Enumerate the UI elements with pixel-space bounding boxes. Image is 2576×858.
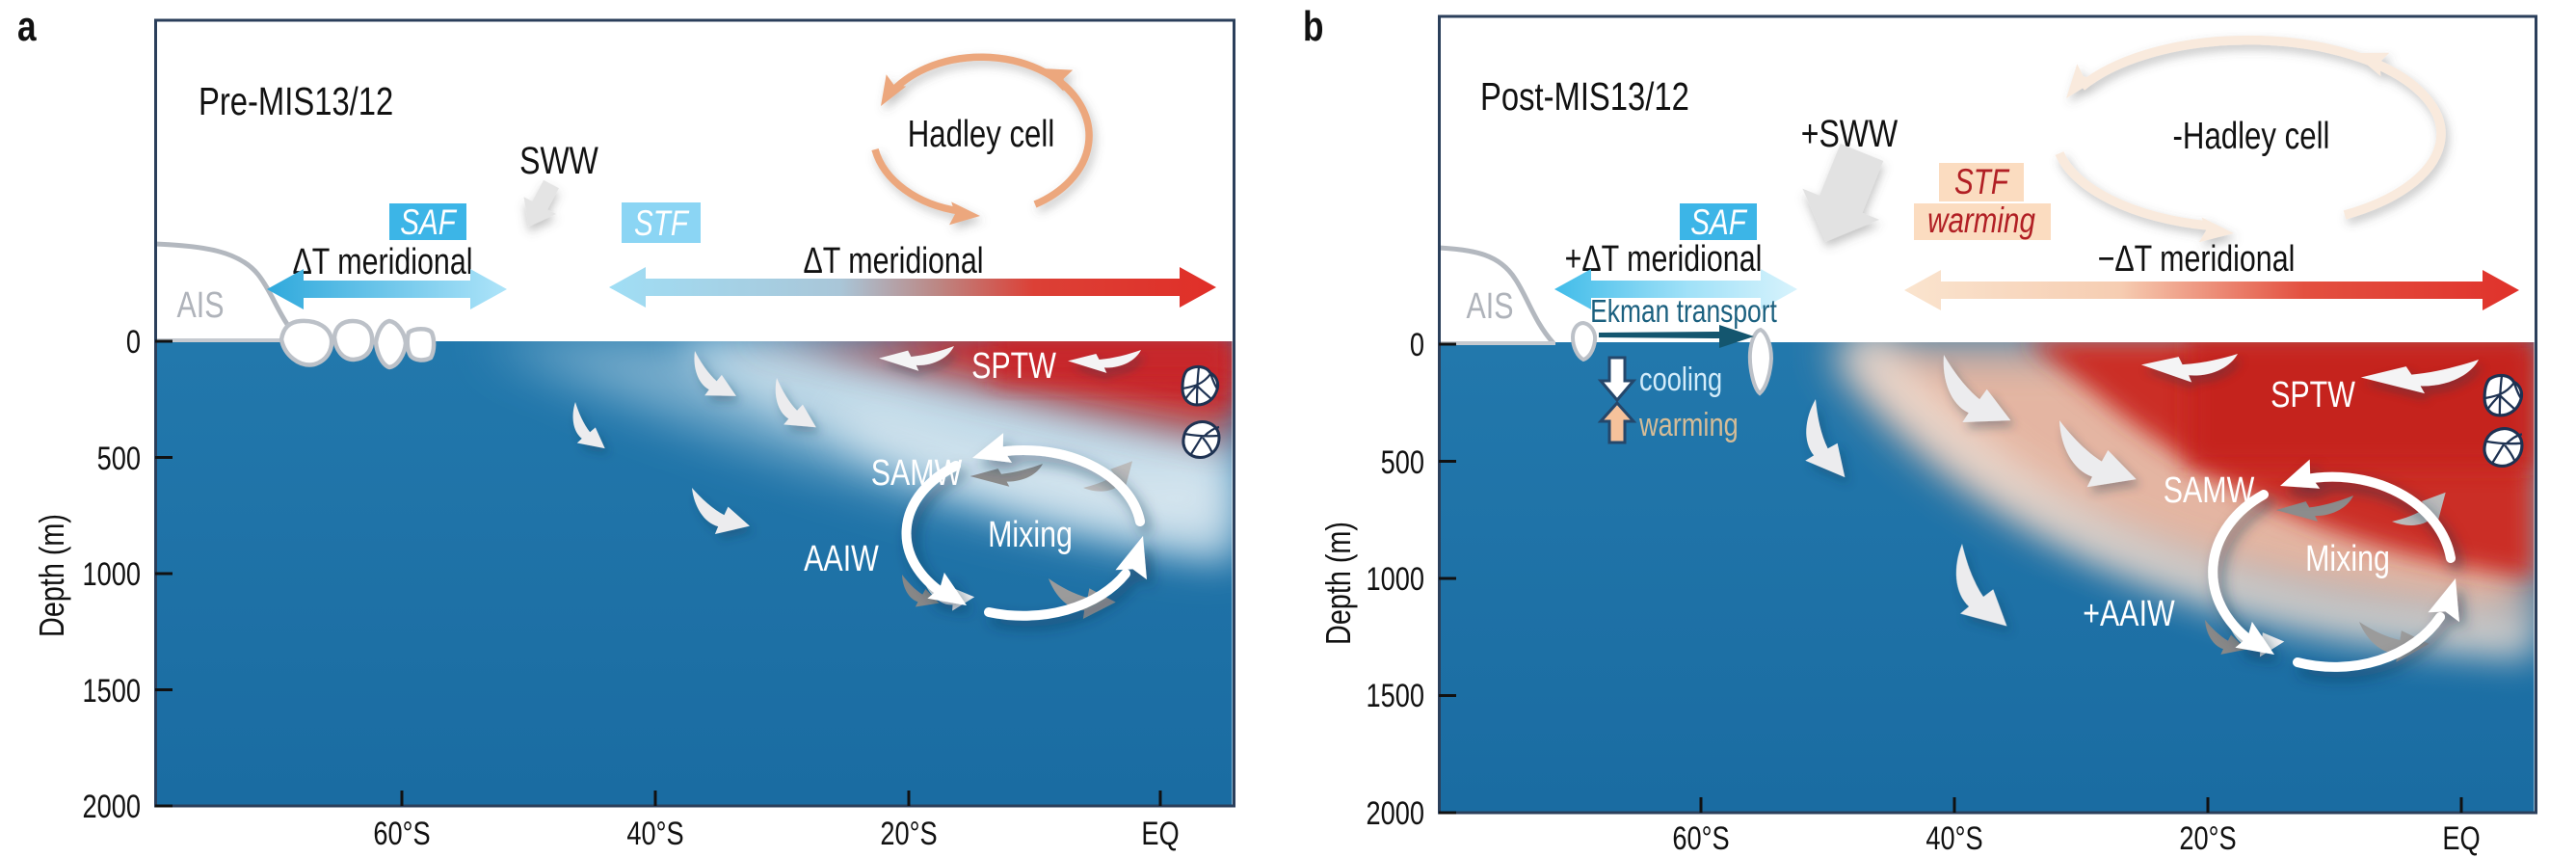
svg-text:Hadley cell: Hadley cell <box>908 114 1055 155</box>
svg-text:20°S: 20°S <box>2179 819 2236 857</box>
svg-text:cooling: cooling <box>1639 361 1722 398</box>
svg-text:0: 0 <box>126 323 141 361</box>
svg-text:1000: 1000 <box>1367 560 1424 598</box>
svg-text:1500: 1500 <box>83 672 141 710</box>
svg-text:Post-MIS13/12: Post-MIS13/12 <box>1480 73 1689 118</box>
svg-text:warming: warming <box>1927 201 2035 241</box>
svg-text:STF: STF <box>1954 163 2010 202</box>
svg-text:500: 500 <box>97 440 141 477</box>
svg-text:Depth (m): Depth (m) <box>32 514 71 637</box>
svg-text:AIS: AIS <box>176 285 224 326</box>
svg-text:ΔT meridional: ΔT meridional <box>803 241 983 282</box>
svg-text:Pre-MIS13/12: Pre-MIS13/12 <box>199 78 393 122</box>
svg-text:AAIW: AAIW <box>804 539 879 579</box>
svg-text:+ΔT meridional: +ΔT meridional <box>1565 239 1763 280</box>
svg-text:warming: warming <box>1638 406 1739 443</box>
svg-text:20°S: 20°S <box>880 815 937 852</box>
svg-text:ΔT meridional: ΔT meridional <box>292 242 472 282</box>
svg-text:Mixing: Mixing <box>2305 539 2390 579</box>
svg-text:Depth (m): Depth (m) <box>1318 522 1358 645</box>
svg-text:a: a <box>17 3 37 50</box>
svg-text:AIS: AIS <box>1466 286 1513 327</box>
svg-text:SAMW: SAMW <box>871 453 963 494</box>
svg-text:+AAIW: +AAIW <box>2083 594 2175 634</box>
svg-text:EQ: EQ <box>2442 819 2480 857</box>
svg-text:−ΔT meridional: −ΔT meridional <box>2098 239 2296 280</box>
svg-text:60°S: 60°S <box>1672 819 1729 857</box>
svg-text:SAF: SAF <box>400 203 458 243</box>
svg-text:1500: 1500 <box>1367 677 1424 714</box>
svg-text:SWW: SWW <box>519 139 598 182</box>
svg-text:-Hadley cell: -Hadley cell <box>2173 116 2330 157</box>
svg-text:STF: STF <box>634 204 690 244</box>
svg-text:SPTW: SPTW <box>971 346 1056 387</box>
svg-text:1000: 1000 <box>83 555 141 593</box>
svg-text:2000: 2000 <box>1367 794 1424 832</box>
svg-text:40°S: 40°S <box>626 815 683 852</box>
svg-text:SPTW: SPTW <box>2271 375 2355 416</box>
svg-text:40°S: 40°S <box>1925 819 1982 857</box>
svg-text:0: 0 <box>1410 326 1424 363</box>
svg-text:SAF: SAF <box>1690 203 1748 243</box>
svg-text:Ekman transport: Ekman transport <box>1590 294 1777 329</box>
svg-text:SAMW: SAMW <box>2164 470 2255 511</box>
svg-text:Mixing: Mixing <box>988 515 1073 555</box>
svg-text:2000: 2000 <box>83 788 141 825</box>
svg-text:b: b <box>1303 3 1324 50</box>
svg-text:EQ: EQ <box>1141 815 1179 852</box>
svg-text:60°S: 60°S <box>373 815 430 852</box>
svg-text:500: 500 <box>1381 443 1424 481</box>
